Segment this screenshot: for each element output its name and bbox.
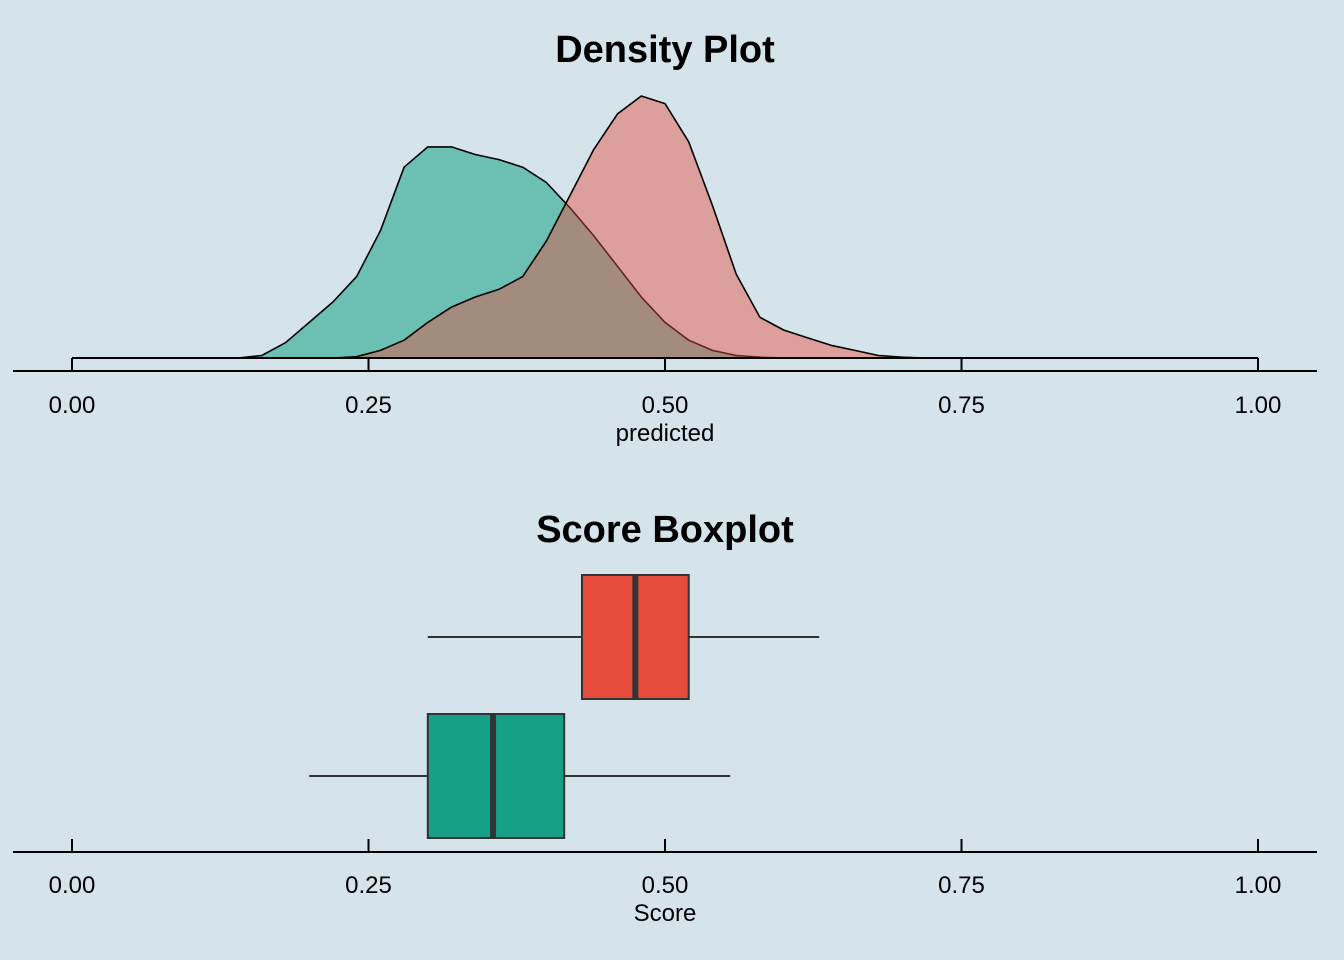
boxplot-boxes [309, 574, 820, 839]
density-tick-label: 1.00 [1235, 392, 1282, 419]
density-x-ticks: 0.00 0.25 0.50 0.75 1.00 [49, 357, 1282, 419]
density-tick-label: 0.00 [49, 392, 96, 419]
boxplot-tick-label: 1.00 [1235, 872, 1282, 899]
boxplot-tick-label: 0.00 [49, 872, 96, 899]
density-area-1 [237, 146, 809, 359]
boxplot-tick-label: 0.50 [642, 872, 689, 899]
density-x-axis-title: predicted [616, 420, 715, 447]
boxplot-title: Score Boxplot [536, 509, 794, 551]
boxplot-tick-label: 0.75 [938, 872, 985, 899]
density-tick-label: 0.25 [345, 392, 392, 419]
density-plot-title: Density Plot [555, 29, 775, 71]
density-tick-label: 0.50 [642, 392, 689, 419]
boxplot-panel: Score Boxplot 0.00 0.25 0.50 0.75 1.00 Score [13, 509, 1317, 927]
boxplot-x-axis-title: Score [634, 900, 697, 927]
boxplot-tick-label: 0.25 [345, 872, 392, 899]
density-area-2 [332, 95, 927, 359]
density-plot-panel: Density Plot 0.00 0.25 0.50 0.75 1.00 predic… [13, 29, 1317, 447]
boxplot-x-ticks: 0.00 0.25 0.50 0.75 1.00 [49, 839, 1282, 899]
density-tick-label: 0.75 [938, 392, 985, 419]
density-areas [237, 95, 927, 359]
